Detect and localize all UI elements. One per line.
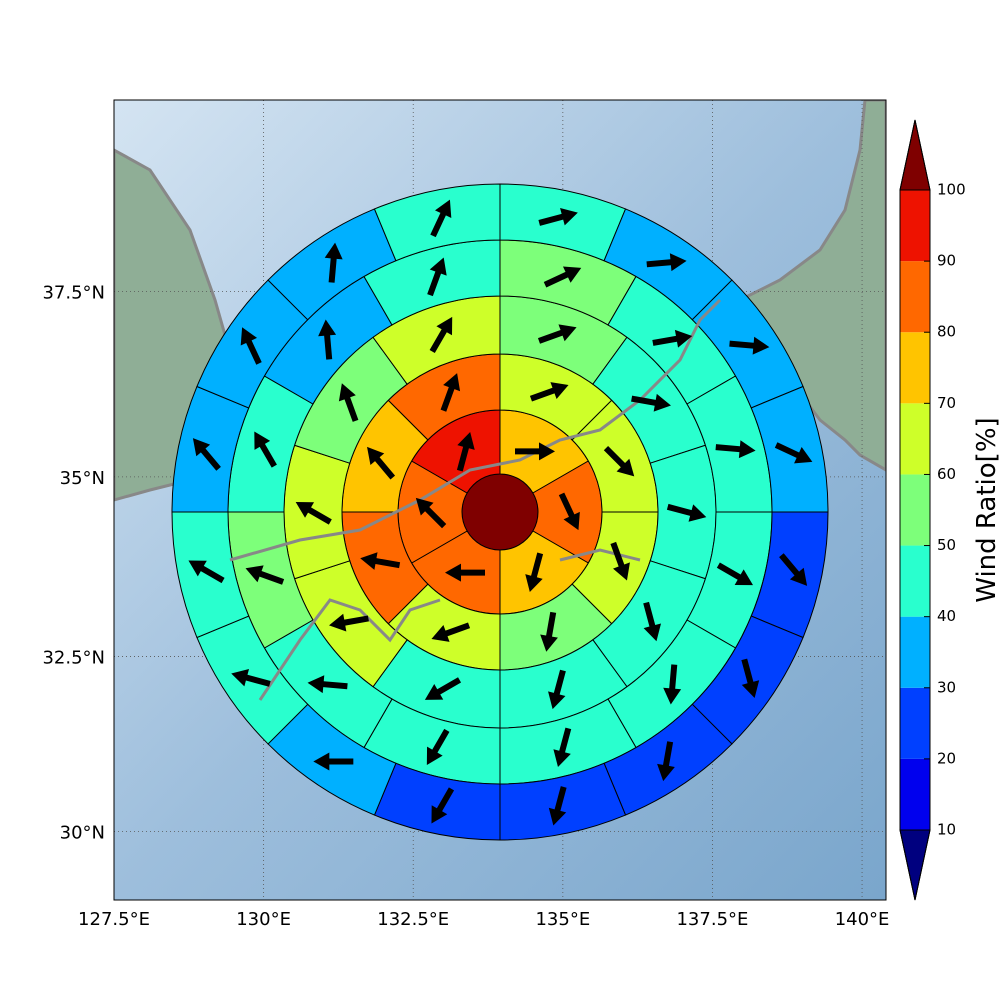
wind-arrow [240,327,262,365]
wind-arrow [313,752,354,771]
wind-arrow [367,446,396,480]
map-frame [113,99,887,901]
wind-arrow [553,727,572,768]
colorbar: 10 20 30 40 50 60 70 80 90 100 [899,119,966,901]
colorbar-tick-label: 40 [937,607,956,625]
colorbar-tick-label: 20 [937,749,956,767]
colorbar-block [900,545,930,617]
colorbar-tick-label: 30 [937,678,956,696]
x-tick-label: 137.5°E [676,909,748,930]
wind-arrow [360,552,401,570]
colorbar-tick-label: 70 [937,394,956,412]
wind-arrow [430,199,452,238]
colorbar-block [900,261,930,333]
wind-arrow [440,373,461,412]
wind-arrow [610,541,630,581]
colorbar-tick-label: 80 [937,323,956,341]
wind-arrow [558,492,580,531]
wind-arrow [543,266,582,288]
colorbar-block [900,758,930,830]
wind-arrow [529,382,569,402]
colorbar-block [900,332,930,404]
colorbar-tick-label: 60 [937,465,956,483]
colorbar-tick-label: 50 [937,536,956,554]
colorbar-over [899,119,931,191]
colorbar-block [900,474,930,546]
wind-arrow [537,324,577,344]
wind-arrow [515,442,555,461]
wind-arrow [663,664,682,705]
wind-arrow [716,562,754,586]
wind-arrow [318,319,337,360]
wind-arrow [603,445,635,477]
y-tick-label: 32.5°N [42,648,105,669]
wind-arrow [429,316,453,353]
wind-arrow [631,393,671,412]
wind-arrow [415,497,447,529]
x-tick-label: 127.5°E [78,909,150,930]
colorbar-label: Wind Ratio[%] [972,417,1000,602]
colorbar-tick-label: 100 [937,181,966,199]
wind-arrow [188,560,225,584]
colorbar-block [900,403,930,475]
wind-arrow [456,432,475,472]
sectors [171,183,829,841]
wind-arrow [431,787,455,824]
x-tick-label: 132.5°E [377,909,449,930]
wind-arrow [307,675,348,694]
wind-arrow [646,253,687,272]
wind-arrow [192,438,221,471]
wind-arrow [424,677,462,700]
y-tick-label: 35°N [60,468,105,489]
x-tick-label: 135°E [535,909,590,930]
arrows [188,199,813,826]
wind-arrow [548,786,567,826]
wind-arrow [715,440,756,459]
wind-arrow [426,728,450,766]
wind-arrow [643,601,662,642]
x-tick-label: 130°E [236,909,291,930]
colorbar-tick-label: 10 [937,821,956,839]
wind-arrow [666,503,707,522]
wind-arrow [657,741,675,782]
x-tick-label: 140°E [835,909,890,930]
colorbar-block [900,616,930,688]
colorbar-block [900,190,930,262]
wind-arrow [245,565,285,585]
wind-arrow [427,257,447,297]
wind-arrow [779,553,808,586]
wind-arrow [295,502,332,525]
wind-arrow [741,658,760,698]
wind-arrow [329,613,369,632]
wind-arrow [774,442,813,464]
wind-arrow [525,552,544,592]
y-tick-label: 30°N [60,822,105,843]
wind-arrow [445,563,485,582]
wind-arrow [652,329,693,348]
wind-arrow [338,383,359,422]
colorbar-block [900,687,930,759]
wind-arrow [548,669,566,710]
colorbar-under [899,829,931,901]
wind-arrow [540,611,558,652]
y-tick-label: 37.5°N [42,283,105,304]
wind-arrow [538,208,578,226]
wind-arrow [431,622,471,642]
wind-arrow [324,242,343,283]
wind-arrow [254,431,277,468]
wind-arrow [729,336,770,355]
colorbar-tick-label: 90 [937,252,956,270]
wind-arrow [231,668,271,687]
